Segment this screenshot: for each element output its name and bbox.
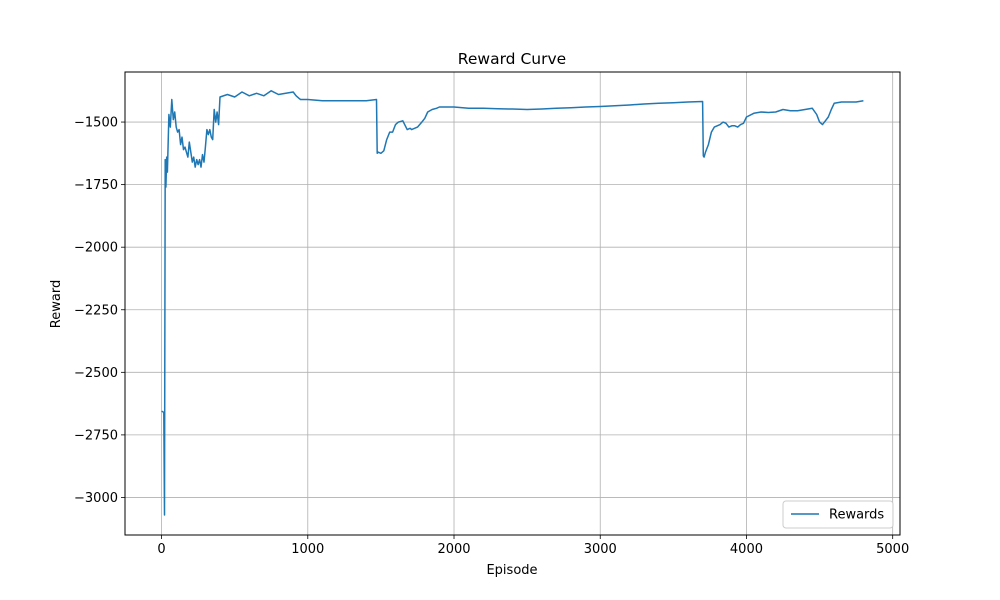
chart-title: Reward Curve bbox=[458, 50, 566, 68]
x-tick-label: 1000 bbox=[291, 542, 324, 557]
y-tick-label: −2500 bbox=[74, 366, 118, 381]
x-tick-label: 4000 bbox=[730, 542, 763, 557]
y-axis-ticks: −3000 −2750 −2500 −2250 −2000 −1750 −1500 bbox=[74, 116, 125, 506]
series-layer bbox=[161, 90, 864, 516]
y-axis-label: Reward bbox=[49, 280, 64, 328]
x-tick-label: 5000 bbox=[876, 542, 909, 557]
grid bbox=[125, 72, 900, 535]
y-tick-label: −2750 bbox=[74, 428, 118, 443]
series-line-rewards bbox=[161, 90, 864, 516]
y-tick-label: −3000 bbox=[74, 491, 118, 506]
x-axis-ticks: 0 1000 2000 3000 4000 5000 bbox=[157, 535, 909, 557]
axes-frame bbox=[124, 71, 901, 536]
y-tick-label: −1750 bbox=[74, 178, 118, 193]
x-axis-label: Episode bbox=[486, 563, 537, 578]
legend-label-rewards: Rewards bbox=[829, 508, 884, 523]
y-tick-label: −2000 bbox=[74, 241, 118, 256]
x-tick-label: 3000 bbox=[584, 542, 617, 557]
legend-box bbox=[782, 500, 894, 529]
y-tick-label: −1500 bbox=[74, 116, 118, 131]
y-tick-label: −2250 bbox=[74, 303, 118, 318]
x-tick-label: 2000 bbox=[437, 542, 470, 557]
x-tick-label: 0 bbox=[157, 542, 165, 557]
legend: Rewards bbox=[782, 500, 894, 529]
